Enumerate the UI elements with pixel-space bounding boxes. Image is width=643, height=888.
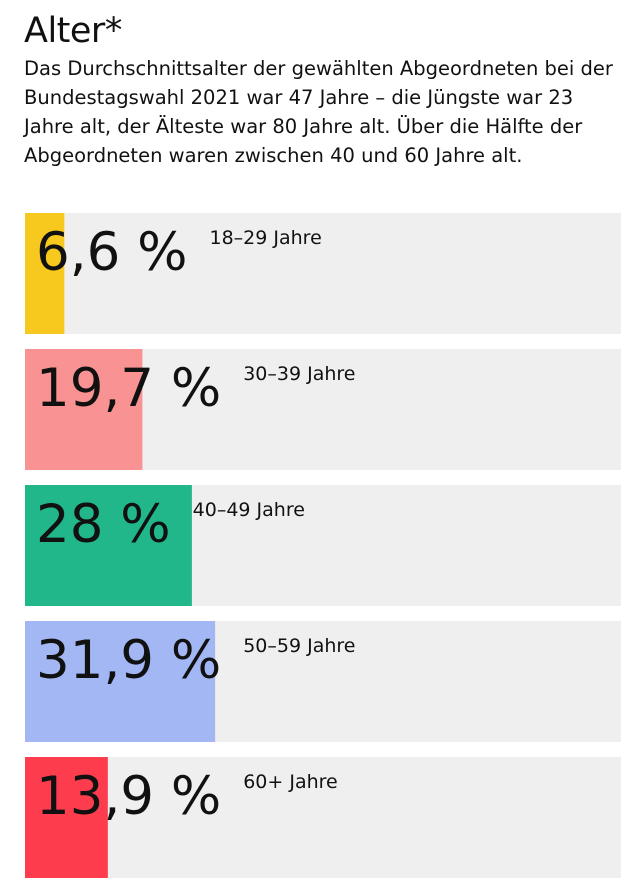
bar-4	[25, 621, 216, 742]
category-label-2: 30–39 Jahre	[243, 363, 355, 385]
bar-2	[25, 349, 143, 470]
category-label-3: 40–49 Jahre	[193, 499, 305, 521]
bar-track-1	[25, 213, 621, 334]
value-label-2: 19,7 %	[36, 358, 221, 419]
bar-1	[25, 213, 65, 334]
category-label-5: 60+ Jahre	[243, 771, 338, 793]
bar-track-5	[25, 757, 621, 878]
value-label-5: 13,9 %	[36, 766, 221, 827]
category-label-4: 50–59 Jahre	[243, 635, 355, 657]
value-label-3: 28 %	[36, 494, 171, 555]
value-label-4: 31,9 %	[36, 630, 221, 691]
value-label-1: 6,6 %	[36, 222, 188, 283]
bar-3	[25, 485, 192, 606]
chart-title: Alter*	[24, 11, 122, 51]
chart-subtitle: Das Durchschnittsalter der gewählten Abg…	[24, 57, 613, 167]
bar-5	[25, 757, 108, 878]
category-label-1: 18–29 Jahre	[210, 227, 322, 249]
